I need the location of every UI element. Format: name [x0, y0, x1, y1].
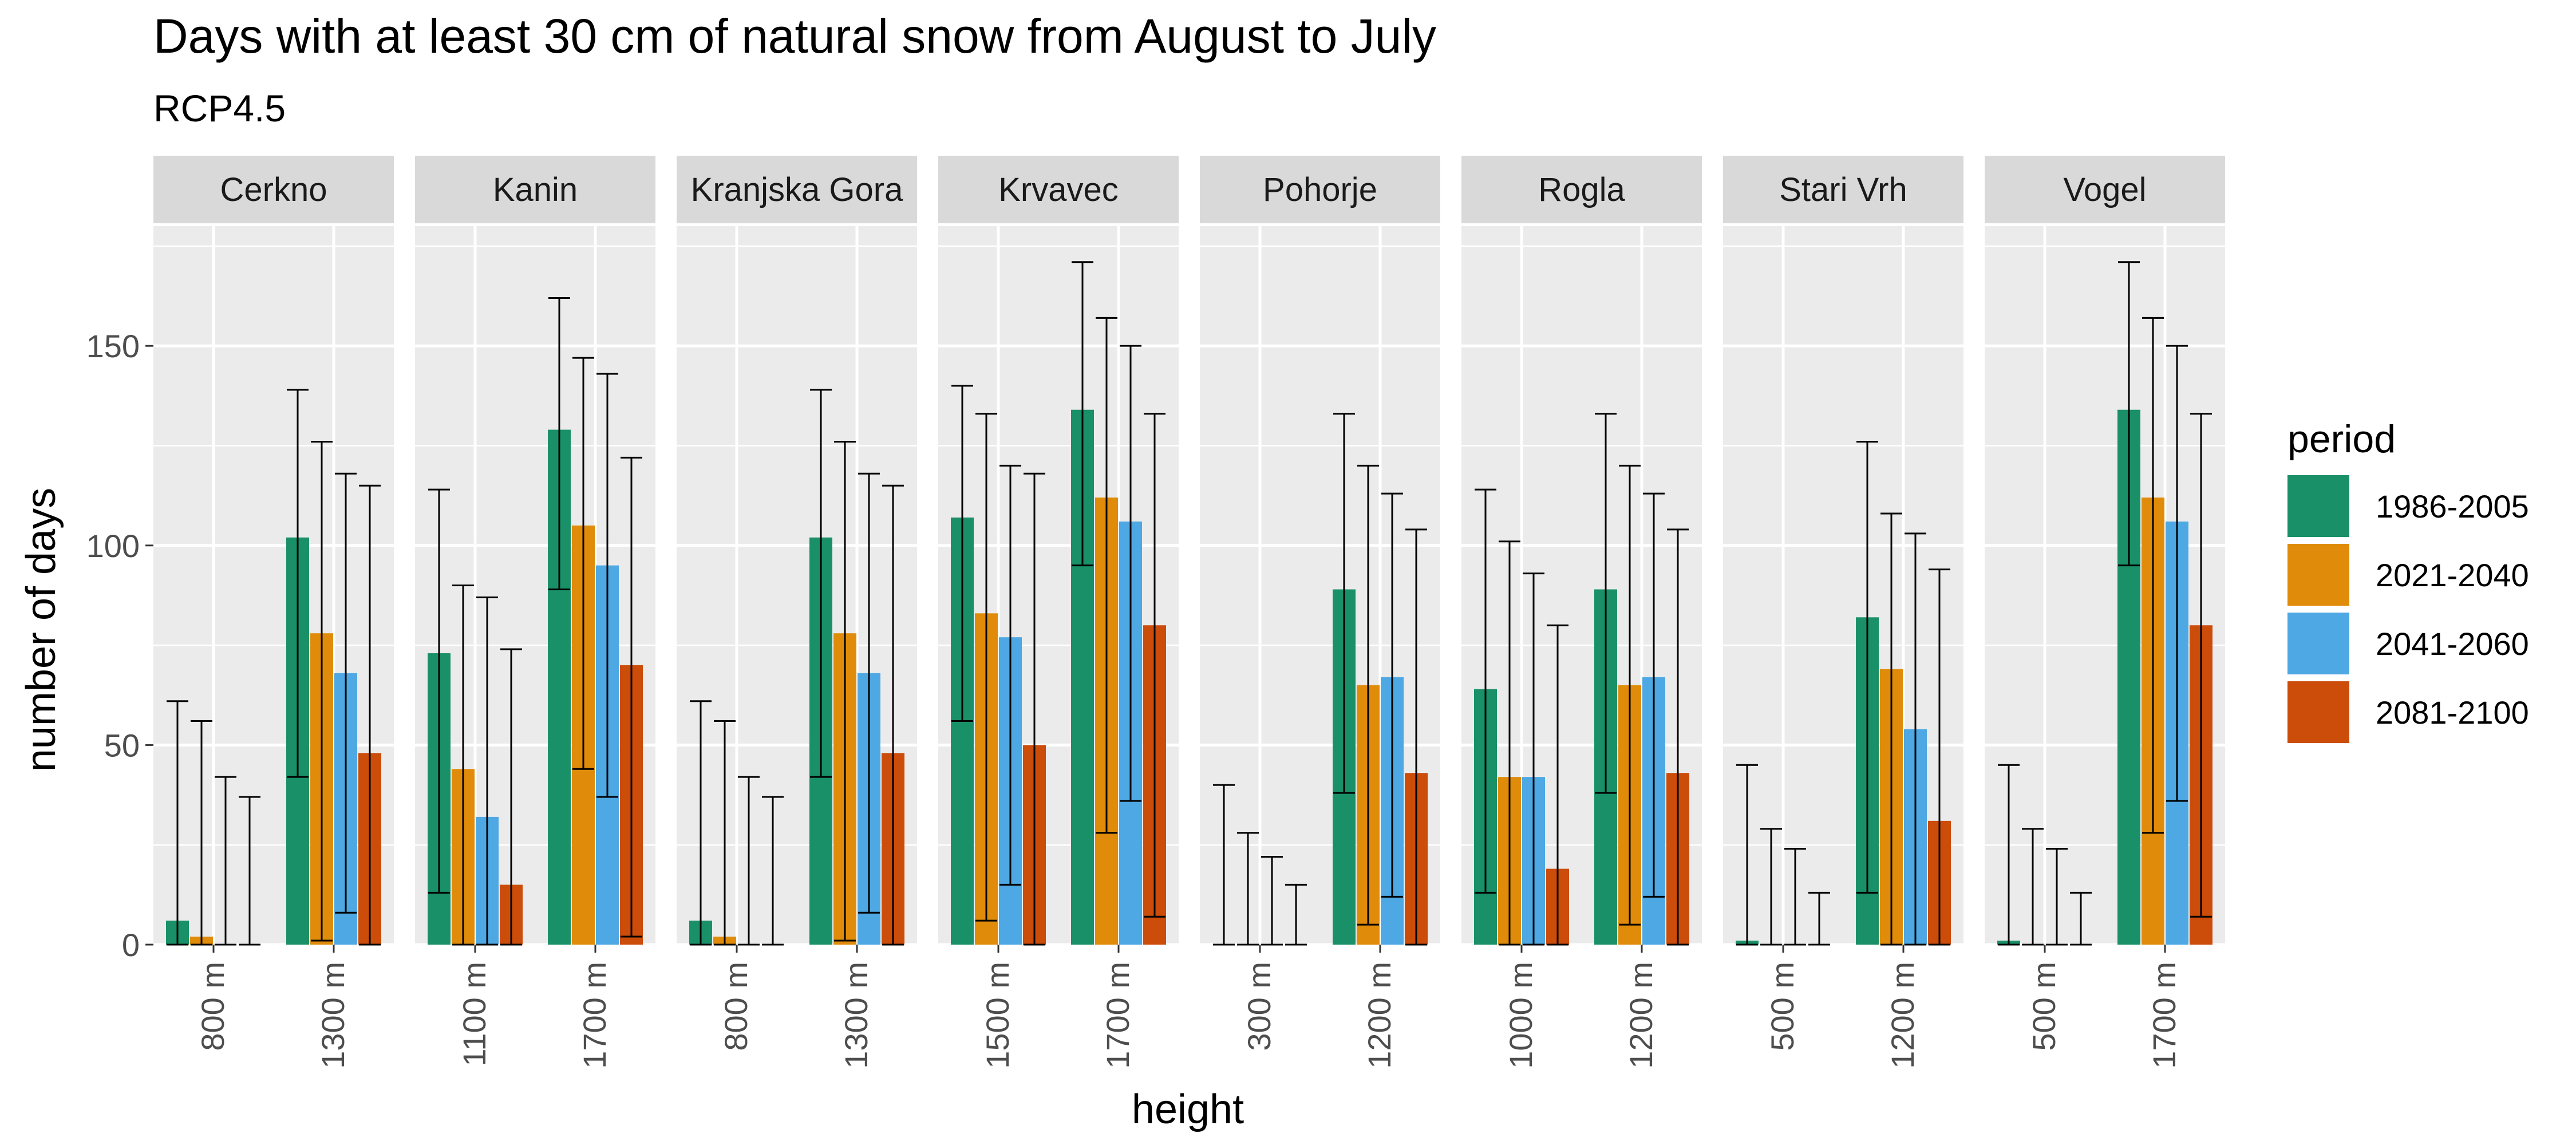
facet-strip	[153, 156, 394, 223]
facet-strip-label: Vogel	[2063, 171, 2146, 208]
panel-background	[1200, 226, 1440, 945]
y-axis-ticks: 0 50 100 150	[86, 328, 153, 963]
panel-background	[1985, 226, 2225, 945]
facet-strip	[415, 156, 655, 223]
facet-strip-label: Stari Vrh	[1779, 171, 1907, 208]
panel-background	[415, 226, 655, 945]
x-tick-label: 1000 m	[1503, 962, 1539, 1069]
x-tick-label: 1200 m	[1884, 962, 1921, 1069]
facet-strip-label: Kranjska Gora	[691, 171, 903, 208]
facet-strip-label: Krvavec	[998, 171, 1119, 208]
facet-strip	[938, 156, 1179, 223]
facet-strip-label: Pohorje	[1263, 171, 1377, 208]
x-tick-label: 1300 m	[315, 962, 351, 1069]
x-tick-label: 500 m	[2026, 962, 2062, 1051]
x-tick-label: 1700 m	[576, 962, 613, 1069]
facet-panel: Krvavec 1500 m 1700 m	[938, 156, 1179, 1069]
y-axis-title-group: number of days	[18, 488, 64, 772]
y-tick-label: 50	[104, 727, 140, 763]
panel-background	[153, 226, 394, 945]
legend-swatch	[2287, 681, 2349, 743]
x-tick-label: 1200 m	[1361, 962, 1397, 1069]
facet-strip	[677, 156, 917, 223]
facet-panels: Cerkno 800 m 1300 m Kanin 1100 m 1700 m Kranjs…	[153, 156, 2225, 1069]
x-tick-label: 500 m	[1764, 962, 1800, 1051]
facet-panel: Vogel 500 m 1700 m	[1985, 156, 2225, 1069]
x-tick-label: 800 m	[195, 962, 231, 1051]
y-tick-label: 100	[86, 528, 140, 564]
x-tick-label: 1500 m	[979, 962, 1016, 1069]
y-tick-label: 150	[86, 328, 140, 364]
legend-swatch	[2287, 475, 2349, 537]
facet-panel: Kanin 1100 m 1700 m	[415, 156, 655, 1069]
legend-title: period	[2287, 417, 2396, 461]
x-tick-label: 1700 m	[2146, 962, 2182, 1069]
x-tick-label: 1300 m	[838, 962, 874, 1069]
facet-panel: Stari Vrh 500 m 1200 m	[1723, 156, 1963, 1069]
legend-swatch	[2287, 544, 2349, 606]
facet-strip-label: Kanin	[493, 171, 578, 208]
facet-strip	[1200, 156, 1440, 223]
legend-label: 1986-2005	[2376, 488, 2529, 524]
panel-background	[677, 226, 917, 945]
x-tick-label: 1200 m	[1623, 962, 1659, 1069]
chart-subtitle: RCP4.5	[153, 87, 286, 129]
x-tick-label: 1100 m	[456, 962, 492, 1067]
legend: period 1986-2005 2021-2040 2041-2060 2081-2…	[2287, 417, 2529, 743]
legend-label: 2021-2040	[2376, 557, 2529, 593]
facet-strip	[1723, 156, 1963, 223]
legend-label: 2041-2060	[2376, 626, 2529, 662]
x-axis-title: height	[1132, 1087, 1244, 1132]
facet-panel: Cerkno 800 m 1300 m	[153, 156, 394, 1069]
facet-strip-label: Rogla	[1538, 171, 1625, 208]
facet-strip-label: Cerkno	[220, 171, 327, 208]
panel-background	[1723, 226, 1963, 945]
panel-background	[938, 226, 1179, 945]
facet-panel: Rogla 1000 m 1200 m	[1461, 156, 1702, 1069]
legend-items: 1986-2005 2021-2040 2041-2060 2081-2100	[2287, 475, 2529, 743]
facet-strip	[1985, 156, 2225, 223]
facet-panel: Kranjska Gora 800 m 1300 m	[677, 156, 917, 1069]
x-tick-label: 300 m	[1241, 962, 1277, 1051]
legend-swatch	[2287, 613, 2349, 674]
y-tick-label: 0	[122, 927, 140, 963]
facet-panel: Pohorje 300 m 1200 m	[1200, 156, 1440, 1069]
chart-title: Days with at least 30 cm of natural snow…	[153, 9, 1436, 63]
x-tick-label: 1700 m	[1100, 962, 1136, 1069]
y-axis-title: number of days	[18, 488, 64, 772]
facet-strip	[1461, 156, 1702, 223]
x-tick-label: 800 m	[718, 962, 754, 1051]
panel-background	[1461, 226, 1702, 945]
legend-label: 2081-2100	[2376, 694, 2529, 731]
